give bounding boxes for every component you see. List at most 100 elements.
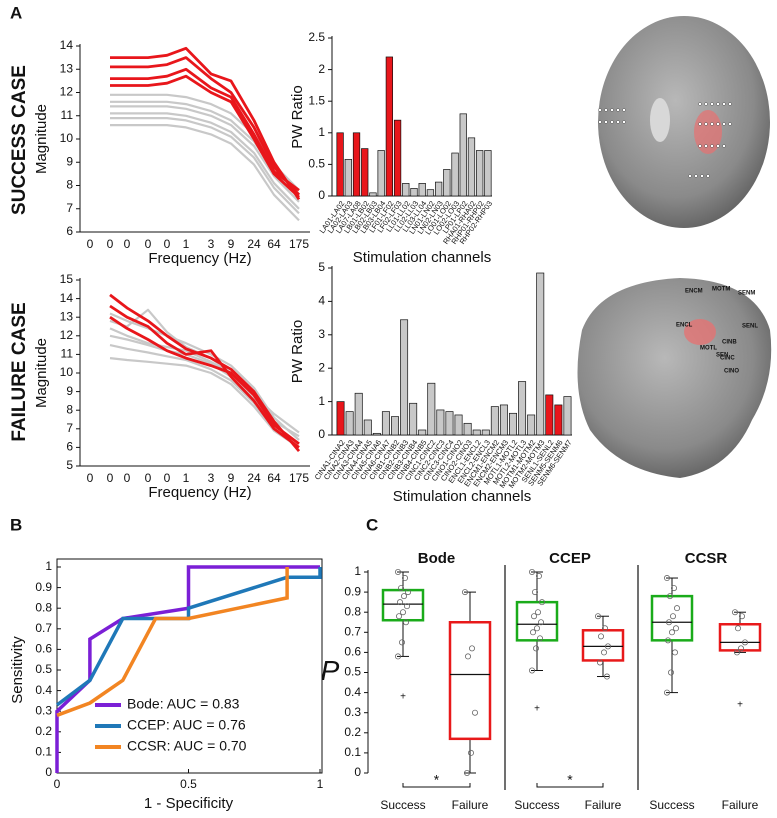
bar: [418, 429, 427, 436]
y-tick-label: 0: [318, 188, 325, 202]
brain-label: SENL: [742, 324, 758, 330]
line: [110, 112, 300, 210]
x-tick-label: 3: [208, 471, 215, 485]
data-point: [467, 749, 474, 756]
y-tick-label: 0.9: [344, 584, 361, 598]
data-point: [674, 605, 681, 612]
y-tick-label: 0.5: [35, 662, 52, 676]
data-point: [673, 625, 680, 632]
y-tick-label: 6: [66, 440, 73, 454]
bar: [443, 169, 451, 197]
significance-bracket: [536, 783, 604, 788]
x-axis-label: Stimulation channels: [353, 249, 491, 266]
bar: [381, 411, 390, 436]
subplot-title: Bode: [418, 550, 456, 567]
y-axis-label: PW Ratio: [289, 320, 306, 383]
x-tick-label: 0: [87, 237, 94, 251]
x-tick-label: 1: [317, 777, 324, 791]
legend-label: CCSR: AUC = 0.70: [127, 738, 247, 754]
x-tick-label: 0: [164, 471, 171, 485]
bar: [402, 183, 410, 197]
y-tick-label: 9: [66, 384, 73, 398]
y-tick-label: 2.5: [308, 30, 325, 44]
bar: [484, 150, 492, 197]
brain-label: SENM: [738, 291, 755, 297]
bar: [481, 429, 490, 436]
data-point: [672, 649, 679, 656]
y-tick-label: 0.3: [344, 705, 361, 719]
data-point: [667, 593, 674, 600]
x-tick-label: 0.5: [180, 777, 197, 791]
y-tick-label: 6: [66, 224, 73, 238]
x-tick-label: 24: [247, 237, 261, 251]
data-point: [537, 635, 544, 642]
line: [110, 105, 300, 203]
data-point: [533, 645, 540, 652]
y-tick-label: 1: [45, 559, 52, 573]
x-tick-label: Failure: [585, 798, 622, 812]
y-tick-label: 15: [60, 272, 74, 286]
y-tick-label: 7: [66, 201, 73, 215]
y-axis-label: Magnitude: [33, 338, 50, 408]
x-tick-label: 0: [145, 471, 152, 485]
data-point: [463, 770, 470, 777]
bar: [554, 404, 563, 436]
y-tick-label: 9: [66, 154, 73, 168]
box: [650, 594, 694, 642]
y-tick-label: 0.5: [308, 157, 325, 171]
data-point: [529, 569, 536, 576]
brain-ventral: [598, 16, 770, 228]
bar: [369, 192, 377, 197]
line: [110, 67, 300, 192]
bar: [352, 132, 361, 197]
data-point: [604, 673, 611, 680]
panel-label: B: [10, 515, 22, 534]
bar: [418, 183, 426, 197]
y-tick-label: 0.1: [35, 745, 52, 759]
box: [448, 621, 492, 741]
bar: [527, 414, 536, 436]
brain-label: MOTL: [700, 346, 717, 352]
x-tick-label: 0: [164, 237, 171, 251]
x-axis-label: Frequency (Hz): [148, 250, 251, 267]
x-tick-label: Failure: [722, 798, 759, 812]
bar: [427, 382, 436, 436]
brain-lateral: [577, 278, 772, 478]
line: [110, 124, 300, 222]
data-point: [666, 619, 673, 626]
x-axis-label: Frequency (Hz): [148, 484, 251, 501]
legend-label: Bode: AUC = 0.83: [127, 696, 240, 712]
x-tick-label: 175: [289, 471, 309, 485]
x-tick-label: Success: [380, 798, 425, 812]
bar: [344, 158, 352, 197]
data-point: [742, 639, 749, 646]
y-tick-label: 0.3: [35, 703, 52, 717]
bar: [410, 188, 418, 197]
x-tick-label: 1: [183, 237, 190, 251]
data-point: [464, 653, 471, 660]
bar: [377, 150, 385, 197]
data-point: [399, 609, 406, 616]
bar: [363, 419, 372, 436]
y-tick-label: 0.2: [35, 724, 52, 738]
line: [110, 117, 300, 215]
data-point: [664, 575, 671, 582]
y-tick-label: 0: [354, 765, 361, 779]
brain-label: MOTM: [712, 287, 730, 293]
y-tick-label: 13: [60, 61, 74, 75]
y-tick-label: 8: [66, 402, 73, 416]
brain-label: ENCL: [676, 323, 693, 329]
data-point: [602, 625, 609, 632]
data-point: [396, 599, 403, 606]
x-tick-label: 0: [54, 777, 61, 791]
x-tick-label: Failure: [452, 798, 489, 812]
bar: [372, 432, 381, 436]
data-point: [670, 613, 677, 620]
data-point: [402, 619, 409, 626]
outlier: +: [534, 703, 540, 714]
roc-line: [55, 565, 320, 773]
y-tick-label: 0: [45, 765, 52, 779]
bar: [436, 409, 445, 436]
y-tick-label: 1: [318, 394, 325, 408]
